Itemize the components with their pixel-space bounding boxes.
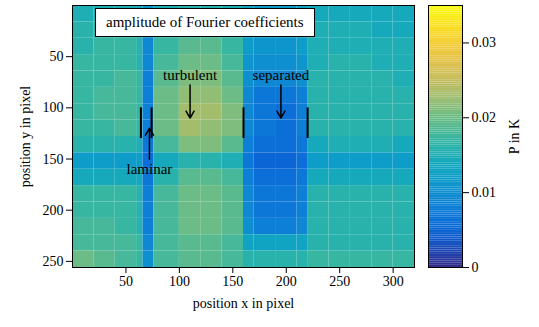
svg-text:0.02: 0.02 — [472, 110, 497, 125]
svg-text:0: 0 — [472, 260, 479, 275]
svg-text:150: 150 — [43, 151, 64, 166]
svg-text:laminar: laminar — [127, 161, 173, 177]
svg-text:0.03: 0.03 — [472, 35, 497, 50]
svg-text:50: 50 — [50, 49, 64, 64]
html-text:amplitude of Fourier coefficie: amplitude of Fourier coefficients — [106, 14, 304, 30]
svg-text:250: 250 — [329, 274, 350, 289]
svg-text:0.01: 0.01 — [472, 185, 497, 200]
svg-text:50: 50 — [119, 274, 133, 289]
svg-text:100: 100 — [43, 100, 64, 115]
svg-text:P in K: P in K — [507, 119, 522, 154]
svg-text:250: 250 — [43, 254, 64, 269]
svg-text:200: 200 — [43, 203, 64, 218]
svg-text:position x in pixel: position x in pixel — [193, 296, 295, 311]
svg-text:100: 100 — [169, 274, 190, 289]
svg-text:150: 150 — [222, 274, 243, 289]
svg-text:position y in pixel: position y in pixel — [18, 86, 33, 188]
svg-text:separated: separated — [253, 67, 310, 83]
svg-text:300: 300 — [383, 274, 404, 289]
svg-text:200: 200 — [276, 274, 297, 289]
svg-text:turbulent: turbulent — [163, 67, 218, 83]
